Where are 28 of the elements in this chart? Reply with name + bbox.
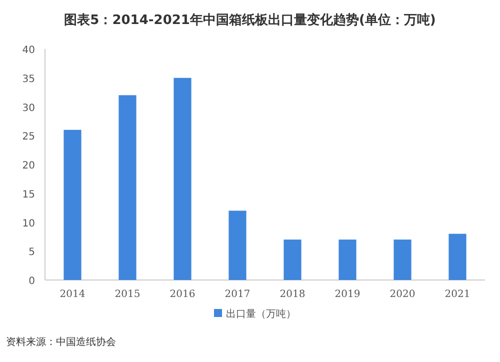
bar <box>448 234 466 280</box>
x-tick-label: 2015 <box>114 289 140 300</box>
x-tick-label: 2020 <box>390 289 416 300</box>
y-tick-label: 15 <box>22 189 35 200</box>
bar <box>338 240 356 280</box>
legend-label: 出口量（万吨） <box>226 308 296 320</box>
y-tick-label: 25 <box>22 132 35 143</box>
bar <box>118 95 136 280</box>
y-tick-label: 10 <box>22 218 35 230</box>
bar <box>174 78 192 280</box>
y-tick-label: 5 <box>28 247 35 258</box>
y-tick-label: 0 <box>28 276 35 287</box>
chart-title: 图表5：2014-2021年中国箱纸板出口量变化趋势(单位：万吨) <box>64 12 436 28</box>
bar <box>284 240 302 280</box>
y-tick-label: 20 <box>22 160 35 172</box>
bar <box>394 240 412 280</box>
x-tick-label: 2014 <box>60 289 86 300</box>
text: 资料来源：中国造纸协会 <box>6 336 116 348</box>
y-tick-label: 35 <box>22 74 35 85</box>
bar <box>228 210 246 280</box>
x-tick-label: 2017 <box>224 289 250 300</box>
y-tick-label: 30 <box>22 102 35 114</box>
x-tick-label: 2016 <box>170 289 196 300</box>
bar <box>64 130 82 280</box>
x-tick-label: 2018 <box>280 289 306 300</box>
x-tick-label: 2021 <box>444 289 470 300</box>
x-tick-label: 2019 <box>334 289 360 300</box>
y-tick-label: 40 <box>22 45 35 56</box>
